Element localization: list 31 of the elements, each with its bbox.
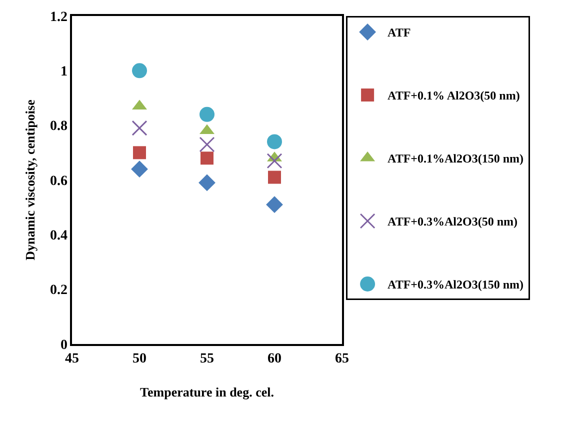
y-axis-title: Dynamic viscosity, centipoise [22, 99, 38, 260]
legend-label: ATF+0.3%Al2O3(50 nm) [388, 214, 518, 229]
x-tick-label: 55 [200, 352, 214, 367]
x-tick-label: 50 [132, 352, 146, 367]
point [133, 146, 146, 160]
point [268, 170, 281, 184]
point [266, 153, 282, 169]
y-tick-label: 0 [60, 338, 68, 353]
point [199, 136, 215, 152]
point [266, 196, 283, 214]
point [267, 134, 282, 150]
legend-label: ATF+0.3%Al2O3(150 nm) [388, 278, 524, 292]
point [132, 63, 147, 78]
x-tick-label: 45 [65, 352, 79, 367]
legend-label: ATF [388, 26, 411, 40]
y-tick-label: 1 [60, 64, 68, 80]
y-tick-label: 0.8 [50, 119, 68, 134]
x-tick-label: 65 [335, 352, 349, 367]
point [198, 174, 216, 192]
x-tick-label: 60 [268, 352, 282, 367]
legend-label: ATF+0.1%Al2O3(150 nm) [388, 152, 524, 166]
y-tick-label: 0.6 [50, 174, 68, 189]
legend-label: ATF+0.1% Al2O3(50 nm) [388, 88, 520, 103]
point [200, 106, 214, 122]
point [200, 152, 214, 165]
point [131, 160, 148, 178]
x-axis-title: Temperature in deg. cel. [140, 384, 274, 400]
y-tick-label: 0.2 [50, 283, 68, 298]
y-tick-label: 1.2 [50, 10, 68, 25]
y-tick-label: 0.4 [50, 228, 68, 244]
point [132, 120, 148, 136]
